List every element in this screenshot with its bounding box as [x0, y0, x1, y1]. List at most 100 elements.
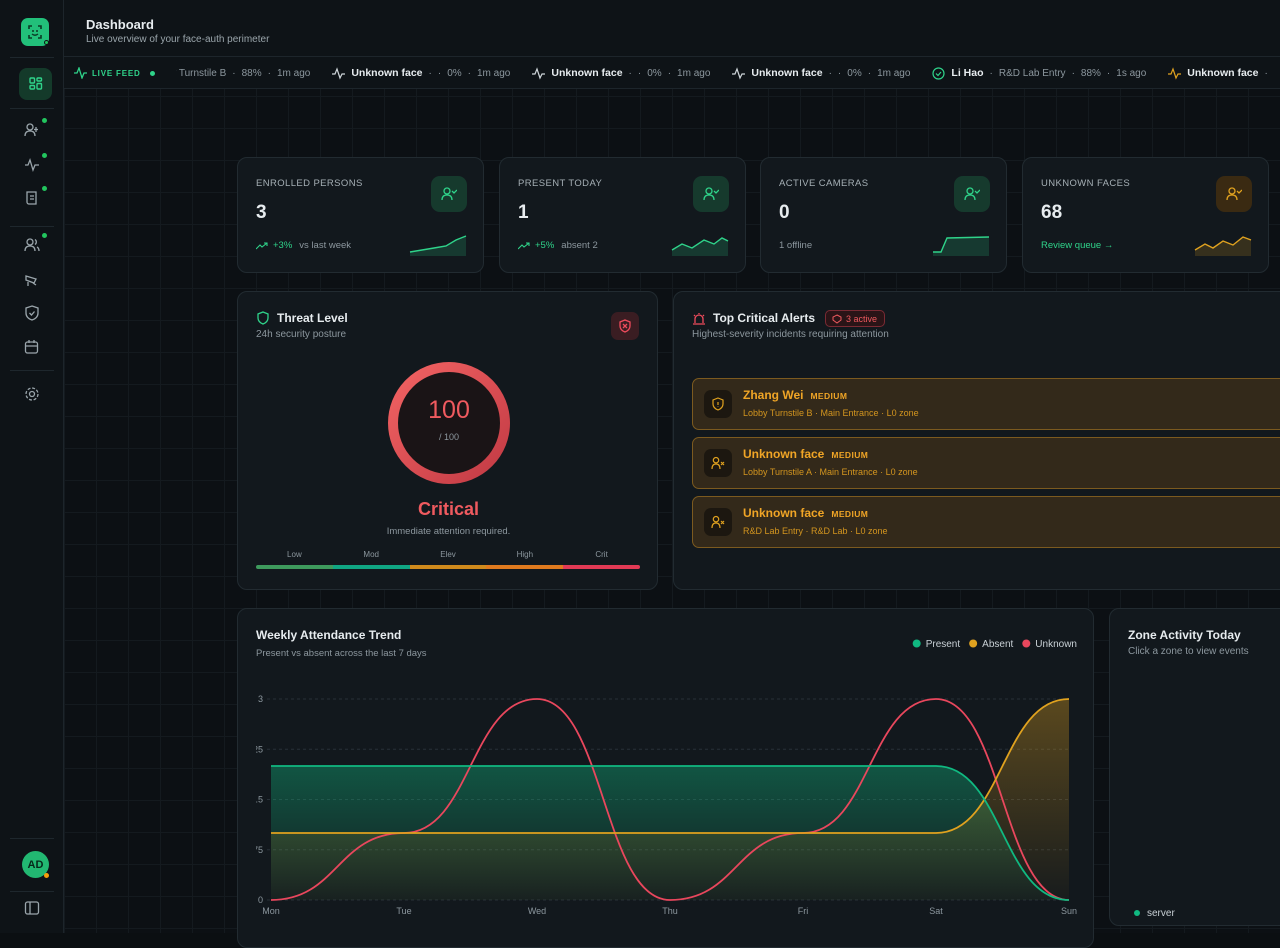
- line: [271, 765, 1070, 901]
- separator: ·: [232, 67, 236, 79]
- nav-settings[interactable]: [24, 386, 40, 402]
- sparkline: [671, 237, 729, 256]
- zone-panel: Zone Activity Today Click a zone to view…: [1109, 608, 1280, 926]
- alert-item[interactable]: Unknown face MEDIUM R&D Lab Entry · R&D La…: [692, 496, 1280, 548]
- threat-scale: Low Mod Elev High Crit: [256, 550, 640, 569]
- stat-icon: [1216, 176, 1252, 212]
- feed-item: Unknown face · · 0% · 1m ago: [732, 66, 910, 80]
- icon: [832, 314, 842, 324]
- nav-activity[interactable]: [24, 157, 40, 173]
- nav-cameras[interactable]: [24, 272, 40, 288]
- icon: [532, 66, 546, 80]
- x-tick-label: Sat: [929, 906, 943, 916]
- alert-detail: R&D Lab Entry · R&D Lab · L0 zone: [743, 526, 888, 536]
- feed-name: Unknown face: [351, 67, 423, 79]
- alert-icon: [704, 390, 732, 418]
- nav-security[interactable]: [24, 305, 40, 321]
- icon: [332, 66, 346, 80]
- legend-swatch: [912, 639, 921, 648]
- icon: [619, 319, 631, 333]
- sparkline: [1194, 236, 1252, 256]
- x-tick-label: Sun: [1061, 906, 1077, 916]
- icon-part: [1226, 187, 1242, 201]
- separator: ·: [1264, 67, 1268, 79]
- threat-level: Critical: [417, 499, 480, 519]
- x-tick-label: Wed: [528, 906, 546, 916]
- separator: ·: [637, 67, 642, 79]
- zone-legend: server: [1147, 908, 1175, 919]
- separator: ·: [989, 67, 993, 79]
- alert-name: Zhang Wei: [743, 388, 804, 402]
- nav-dashboard[interactable]: [19, 68, 52, 100]
- stat-delta: +5%: [535, 240, 555, 251]
- chart-subtitle: Present vs absent across the last 7 days: [256, 648, 427, 659]
- feed-item: Unknown face ·: [1168, 66, 1268, 80]
- stat-value: 0: [779, 202, 790, 223]
- separator: ·: [1071, 67, 1075, 79]
- threat-panel: Threat Level 24h security posture 100 / …: [237, 291, 658, 590]
- stat-icon: [431, 176, 467, 212]
- alert-item[interactable]: Zhang Wei MEDIUM Lobby Turnstile B · Main …: [692, 378, 1280, 430]
- icon: [441, 187, 457, 201]
- separator: ·: [628, 67, 632, 79]
- stat-card: UNKNOWN FACES 68 Review queue →: [1022, 157, 1269, 273]
- zone-title: Zone Activity Today: [1128, 628, 1241, 642]
- feed-time: 1m ago: [477, 67, 511, 79]
- nav-people[interactable]: [24, 237, 40, 253]
- alerts-panel: Top Critical Alerts 3 active Highest-sev…: [673, 291, 1280, 590]
- attendance-chart: Weekly Attendance Trend Present vs absen…: [250, 628, 1077, 916]
- feed-location: Lobby Turnstile B: [176, 67, 227, 79]
- scale-segment: Low: [256, 550, 333, 569]
- sparkline-area: [410, 236, 466, 256]
- page-title: Dashboard: [86, 17, 154, 32]
- icon: [1168, 66, 1182, 80]
- threat-title: Threat Level: [277, 311, 348, 325]
- separator: ·: [837, 67, 842, 79]
- stat-label: ACTIVE CAMERAS: [779, 178, 869, 189]
- feed-name: Unknown face: [551, 67, 623, 79]
- icon: [518, 241, 530, 249]
- icon-part: [732, 66, 746, 80]
- feed-confidence: 0%: [847, 67, 862, 79]
- feed-item: Unknown face · · 0% · 1m ago: [332, 66, 511, 80]
- logo: [21, 18, 49, 46]
- nav-enroll[interactable]: [24, 122, 40, 138]
- scale-segment: High: [486, 550, 564, 569]
- y-tick-label: 1.5: [250, 795, 263, 805]
- stat-card: ACTIVE CAMERAS 0 1 offline: [760, 157, 1007, 273]
- scale-bar: [332, 565, 410, 569]
- scale-bar: [409, 565, 487, 569]
- icon-part: [256, 241, 268, 249]
- x-tick-label: Tue: [396, 906, 411, 916]
- icon: [693, 313, 705, 325]
- sparkline-line: [1194, 236, 1252, 251]
- sidebar: AD: [0, 0, 64, 933]
- scale-segment: Elev: [409, 550, 487, 569]
- stat-link[interactable]: Review queue →: [1041, 240, 1114, 251]
- collapse-button[interactable]: [24, 900, 40, 916]
- sparkline-area: [933, 237, 989, 256]
- legend-swatch: [969, 639, 978, 648]
- alert-icon: [704, 449, 732, 477]
- header: Dashboard Live overview of your face-aut…: [64, 0, 1280, 57]
- feed-item: Unknown face · · 0% · 1m ago: [532, 66, 710, 80]
- nav-logs[interactable]: [24, 190, 40, 206]
- threat-gauge: [388, 362, 510, 484]
- separator: ·: [267, 67, 271, 79]
- icon-part: [711, 456, 725, 470]
- user-initials: AD: [27, 858, 44, 871]
- icon-part: [518, 241, 530, 249]
- nav-schedule[interactable]: [24, 339, 40, 355]
- x-tick-label: Mon: [262, 906, 280, 916]
- threat-badge[interactable]: [611, 312, 639, 340]
- scale-bar: [563, 565, 640, 569]
- alert-severity: MEDIUM: [831, 450, 869, 460]
- alert-item[interactable]: Unknown face MEDIUM Lobby Turnstile A · Ma…: [692, 437, 1280, 489]
- alerts-subtitle: Highest-severity incidents requiring att…: [692, 329, 889, 340]
- live-feed-label: LIVE FEED: [74, 57, 155, 88]
- scale-label: Low: [287, 550, 302, 559]
- scale-segment: Mod: [332, 550, 410, 569]
- legend-label: Absent: [982, 639, 1013, 650]
